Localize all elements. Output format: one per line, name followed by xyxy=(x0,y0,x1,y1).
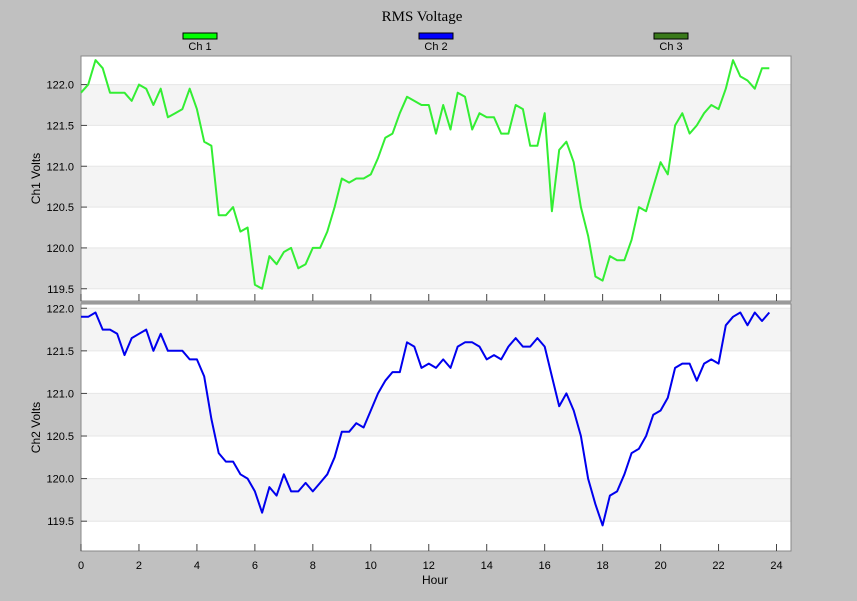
x-tick-label: 2 xyxy=(136,560,142,572)
x-tick-label: 0 xyxy=(78,560,84,572)
x-tick-label: 12 xyxy=(423,560,435,572)
panel-1-y-tick-label: 120.5 xyxy=(46,202,74,214)
series-line-ch-2 xyxy=(81,311,771,527)
panel-2-y-tick-label: 119.5 xyxy=(47,516,74,528)
legend-swatch-3 xyxy=(653,32,689,40)
legend: Ch 1 Ch 2 Ch 3 xyxy=(182,32,689,53)
x-tick-label: 16 xyxy=(539,560,551,572)
panel-2-y-tick-label: 122.0 xyxy=(46,303,74,315)
x-tick-label: 10 xyxy=(365,560,377,572)
panel-1-y-tick-label: 119.5 xyxy=(47,284,74,296)
panel-2-band xyxy=(81,393,791,437)
x-tick-label: 24 xyxy=(770,560,782,572)
panel-1-y-tick-label: 121.5 xyxy=(46,120,74,132)
panel-1-y-tick-label: 120.0 xyxy=(46,243,74,255)
panel-2: 119.5 120.0 120.5 121.0 121.5 122.0 Ch2 Volts xyxy=(29,303,792,552)
legend-swatch-1 xyxy=(182,32,218,40)
x-axis-title: Hour xyxy=(422,573,448,587)
panel-1-band xyxy=(81,166,791,208)
x-tick-label: 22 xyxy=(712,560,724,572)
x-tick-label: 6 xyxy=(252,560,258,572)
panel-2-band xyxy=(81,308,791,351)
legend-label-3: Ch 3 xyxy=(659,41,682,53)
x-tick-label: 14 xyxy=(481,560,493,572)
panel-separator xyxy=(81,301,791,304)
chart-title: RMS Voltage xyxy=(382,9,463,25)
panel-2-y-tick-label: 121.0 xyxy=(46,388,74,400)
legend-label-2: Ch 2 xyxy=(424,41,447,53)
panel-2-y-tick-label: 120.5 xyxy=(46,431,74,443)
x-tick-label: 4 xyxy=(194,560,200,572)
panel-2-y-tick-label: 121.5 xyxy=(46,346,74,358)
panel-2-y-axis-title: Ch2 Volts xyxy=(29,402,43,453)
x-tick-label: 18 xyxy=(597,560,609,572)
legend-label-1: Ch 1 xyxy=(188,41,211,53)
series-line-ch-1 xyxy=(80,59,770,290)
panel-1-y-tick-label: 122.0 xyxy=(46,80,74,92)
x-axis: 0 2 4 6 8 10 12 14 16 18 20 22 24 xyxy=(78,560,783,572)
panel-1-band xyxy=(81,247,791,289)
panel-1: 119.5 120.0 120.5 121.0 121.5 122.0 Ch1 Volts xyxy=(29,55,792,302)
panel-1-y-tick-label: 121.0 xyxy=(46,161,74,173)
legend-swatch-2 xyxy=(418,32,454,40)
x-tick-label: 20 xyxy=(654,560,666,572)
x-tick-label: 8 xyxy=(310,560,316,572)
panel-2-y-tick-label: 120.0 xyxy=(46,474,74,486)
panel-2-band xyxy=(81,478,791,522)
panel-1-y-axis-title: Ch1 Volts xyxy=(29,153,43,204)
